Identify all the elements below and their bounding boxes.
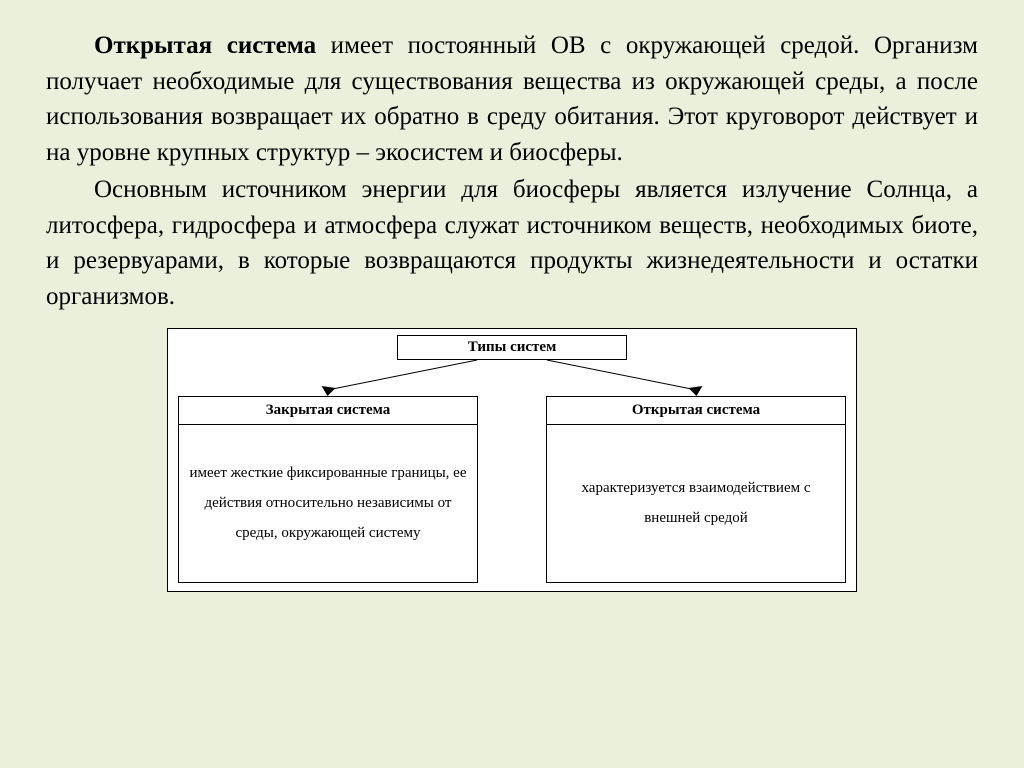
diagram-arrows	[178, 360, 846, 396]
closed-system-body: имеет жесткие фиксированные границы, ее …	[178, 425, 478, 583]
diagram-container: Типы систем Закрытая система имеет жестк…	[167, 328, 857, 592]
diagram-child-closed: Закрытая система имеет жесткие фиксирова…	[178, 396, 478, 583]
open-system-body: характеризуется взаимодействием с внешне…	[546, 425, 846, 583]
paragraph-2: Основным источником энергии для биосферы…	[46, 172, 978, 314]
diagram-root-node: Типы систем	[397, 335, 627, 360]
closed-system-title: Закрытая система	[178, 396, 478, 425]
bold-lead: Открытая система	[94, 32, 316, 59]
diagram-child-open: Открытая система характеризуется взаимод…	[546, 396, 846, 583]
open-system-title: Открытая система	[546, 396, 846, 425]
paragraph-1: Открытая система имеет постоянный ОВ с о…	[46, 28, 978, 170]
diagram-children-row: Закрытая система имеет жесткие фиксирова…	[178, 396, 846, 583]
